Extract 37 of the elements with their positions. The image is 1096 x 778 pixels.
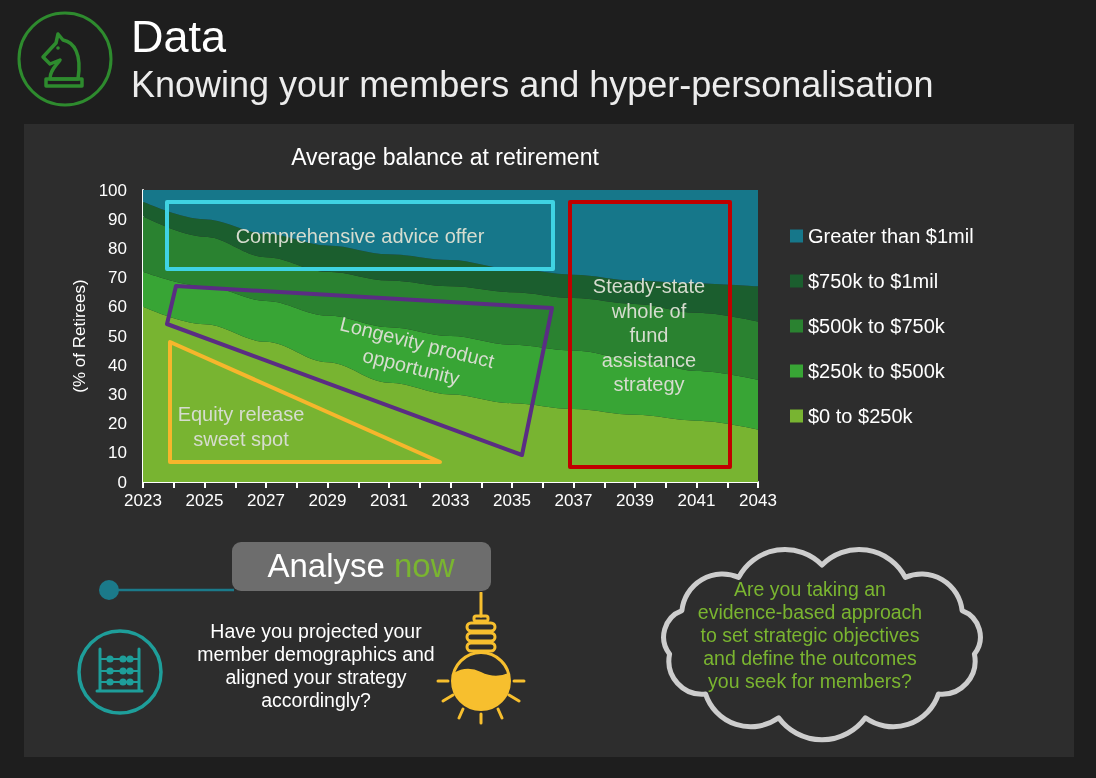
y-tick-label: 20 [108,414,127,434]
y-tick-label: 100 [98,180,127,200]
x-tick-label: 2041 [677,491,716,510]
x-tick-label: 2035 [493,491,531,510]
x-tick-label: 2029 [308,491,347,510]
x-tick-label: 2037 [554,491,593,510]
legend-label: $750k to $1mil [808,270,939,292]
text: Are you taking an evidence-based approach to set strategic objectives and define the outcomes you seek for members? [696,577,924,693]
y-tick-label: 90 [108,209,127,229]
y-tick-label: 0 [117,472,127,492]
legend-label: $250k to $500k [808,360,946,382]
x-tick-label: 2039 [616,491,654,510]
legend-label: $0 to $250k [808,405,914,427]
x-tick-label: 2023 [124,491,162,510]
y-tick-label: 40 [108,355,127,375]
annotation: Comprehensive advice offer [234,224,486,248]
y-tick-label: 10 [108,443,127,463]
y-tick-label: 70 [108,268,127,288]
x-tick-label: 2027 [247,491,285,510]
chart-title: Average balance at retirement [291,143,600,170]
y-tick-label: 80 [108,238,127,258]
y-tick-label: 50 [108,326,127,346]
text: Analyse now [267,547,455,585]
y-tick-label: 60 [108,297,127,317]
annotation: Equity release sweet spot [176,402,306,452]
text: Have you projected your member demographics and aligned your strategy accordingly? [196,620,436,712]
x-tick-label: 2033 [431,491,470,510]
annotation: Steady-state whole of fund assistance strategy [591,273,707,397]
x-tick-label: 2025 [185,491,224,510]
x-tick-label: 2031 [370,491,408,510]
y-tick-label: 30 [108,384,127,404]
text: Knowing your members and hyper-personalisation [131,64,934,106]
y-axis-title: (% of Retirees) [69,279,89,393]
legend-label: Greater than $1mil [808,225,974,247]
x-tick-label: 2043 [739,491,777,510]
text: Data [131,11,227,63]
legend-label: $500k to $750k [808,315,946,337]
